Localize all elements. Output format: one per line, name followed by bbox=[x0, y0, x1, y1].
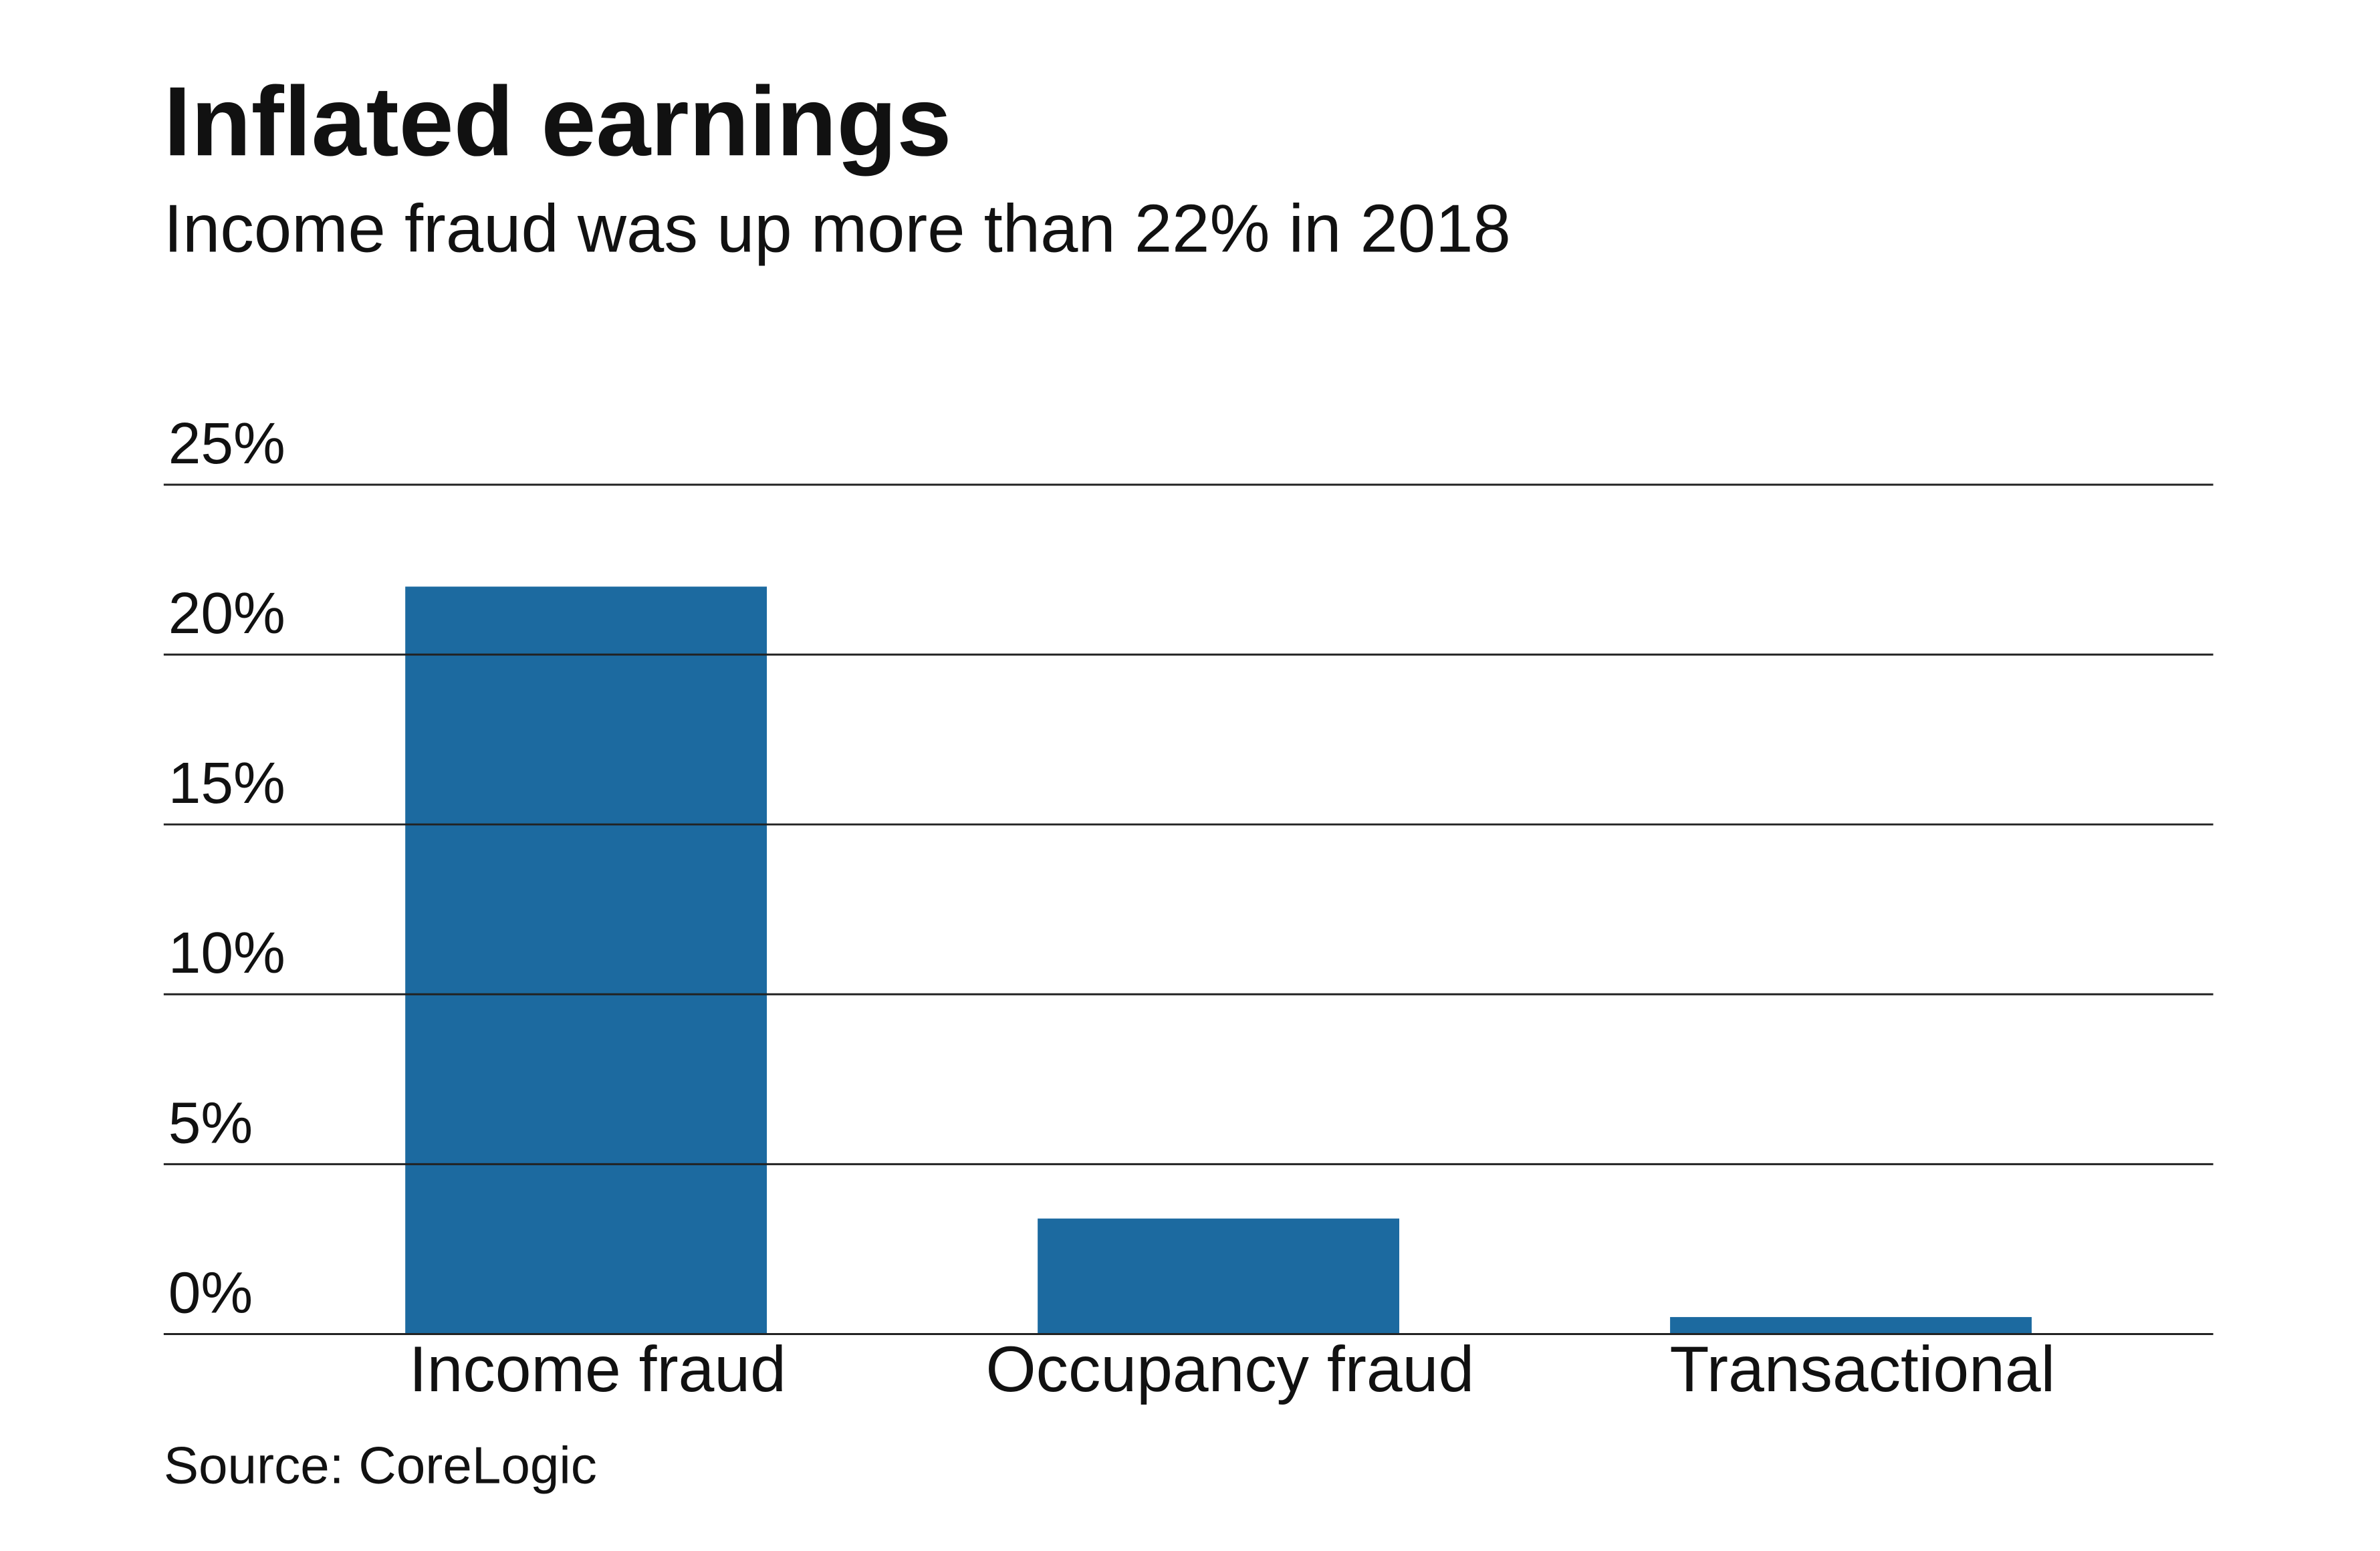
x-tick-label: Transactional bbox=[1669, 1333, 2055, 1405]
chart-subtitle: Income fraud was up more than 22% in 201… bbox=[164, 191, 1511, 267]
x-tick-label: Income fraud bbox=[409, 1333, 786, 1405]
chart-title: Inflated earnings bbox=[164, 67, 952, 176]
y-tick-label: 5% bbox=[168, 1090, 253, 1155]
bar bbox=[1038, 1218, 1400, 1334]
y-tick-label: 25% bbox=[168, 410, 285, 476]
y-tick-label: 0% bbox=[168, 1260, 253, 1325]
source-note: Source: CoreLogic bbox=[164, 1436, 597, 1495]
bar bbox=[1670, 1317, 2032, 1334]
bar bbox=[405, 586, 767, 1334]
y-tick-label: 20% bbox=[168, 580, 285, 646]
x-tick-label: Occupancy fraud bbox=[985, 1333, 1474, 1405]
y-tick-label: 10% bbox=[168, 920, 285, 985]
y-tick-label: 15% bbox=[168, 750, 285, 816]
